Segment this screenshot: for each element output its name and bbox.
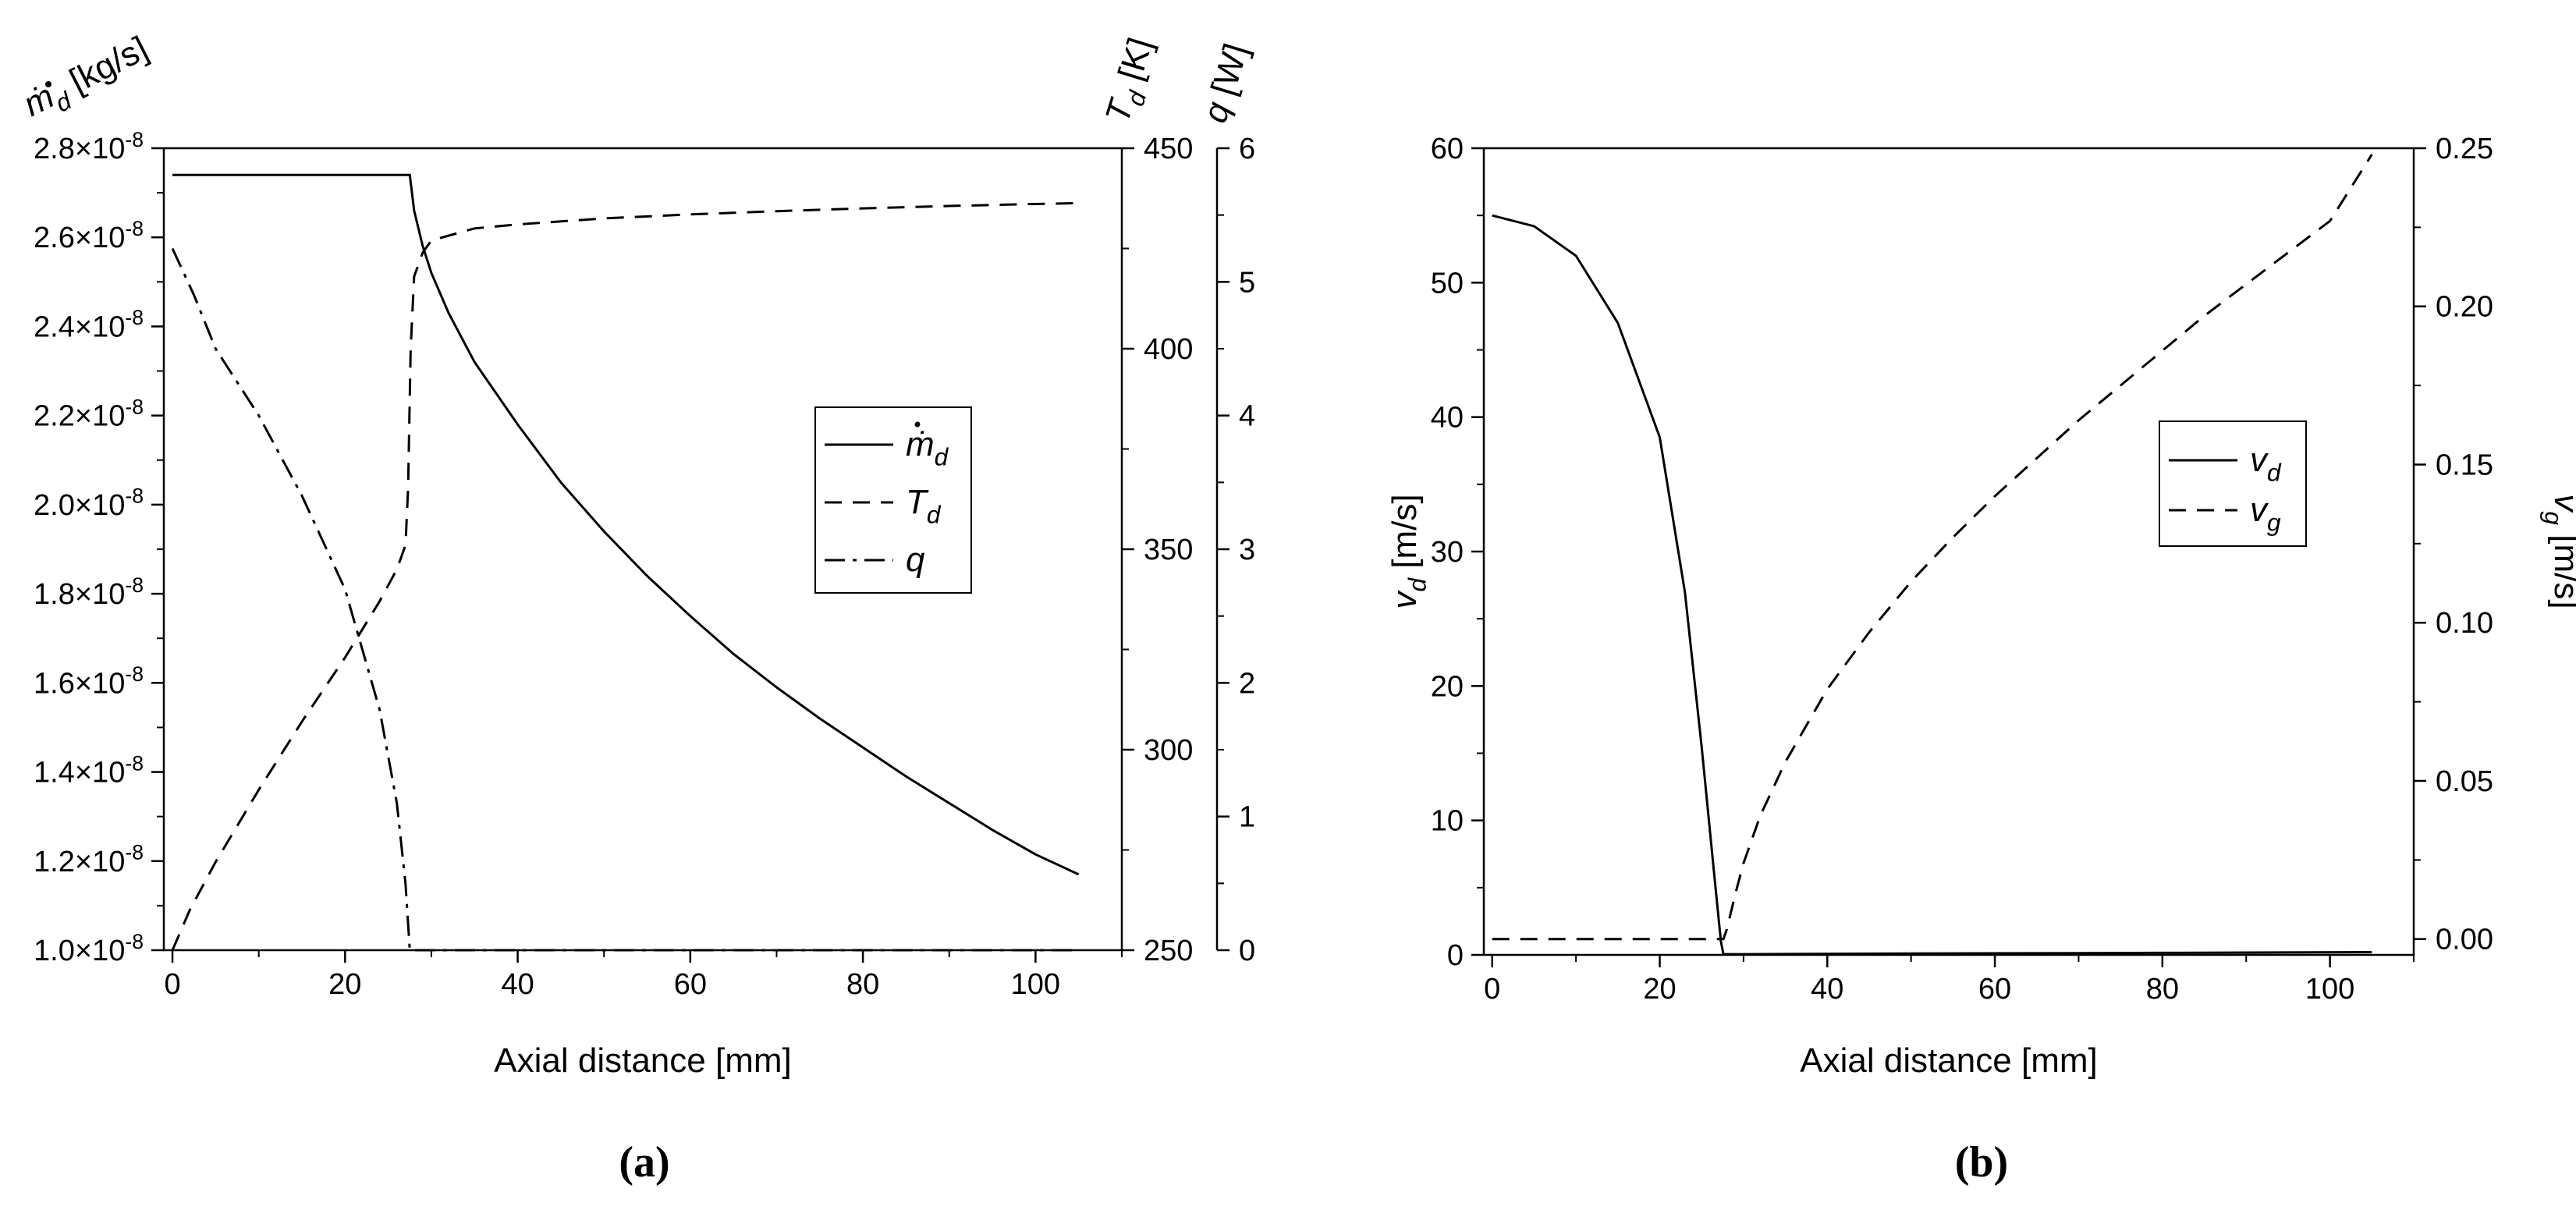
y-right-tick-label: 0.10	[2436, 607, 2493, 640]
panel-label-b: (b)	[1955, 1138, 2008, 1187]
legend: ṁd Td q	[814, 406, 972, 594]
y-left-tick-label: 2.2×10-8	[34, 395, 144, 432]
y-left-tick-label: 0	[1447, 939, 1464, 972]
panel-label-a: (a)	[619, 1138, 669, 1187]
x-tick-label: 80	[846, 968, 879, 1001]
y-right2-axis-label: q [W]	[1196, 39, 1256, 127]
y-right-tick-label: 0.05	[2436, 765, 2493, 798]
x-tick-label: 60	[674, 968, 707, 1001]
x-tick-label: 20	[1643, 973, 1676, 1006]
y-right-tick-label: 0.00	[2436, 924, 2493, 956]
y-right2-tick-label: 0	[1239, 935, 1255, 967]
y-right1-tick-label: 450	[1144, 133, 1193, 165]
y-left-tick-label: 10	[1431, 805, 1464, 838]
series-line-mdot_d	[172, 173, 1080, 876]
series-line-v_g	[1492, 154, 2373, 941]
y-left-tick-label: 30	[1431, 536, 1464, 569]
legend-label: Td	[906, 483, 942, 528]
y-right1-tick-label: 400	[1144, 333, 1193, 366]
y-left-tick-label: 20	[1431, 670, 1464, 703]
x-tick-label: 80	[2146, 973, 2179, 1006]
y-right-tick-label: 0.15	[2436, 449, 2493, 481]
x-tick-label: 40	[501, 968, 534, 1001]
y-left-axis-label: vd [m/s]	[1386, 494, 1431, 608]
y-left-axis-label: ṁd [kg/s]	[17, 29, 157, 130]
y-right2-tick-label: 5	[1239, 266, 1255, 299]
y-left-tick-label: 1.8×10-8	[34, 573, 144, 611]
x-tick-label: 20	[328, 968, 361, 1001]
y-right1-tick-label: 250	[1144, 935, 1193, 967]
y-left-tick-label: 1.0×10-8	[34, 930, 144, 967]
legend-dot	[914, 421, 921, 428]
y-right2-tick-label: 6	[1239, 133, 1255, 165]
y-right1-axis-label: Td [K]	[1098, 34, 1167, 130]
y-left-tick-label: 50	[1431, 267, 1464, 300]
legend-box	[814, 406, 972, 594]
legend-label: vd	[2250, 441, 2282, 486]
y-left-tick-label: 2.0×10-8	[34, 484, 144, 522]
legend: vd vg	[2159, 420, 2307, 547]
y-right1-tick-label: 350	[1144, 534, 1193, 566]
x-tick-label: 60	[1978, 973, 2011, 1006]
y-right2-tick-label: 3	[1239, 534, 1255, 566]
y-right2-tick-label: 2	[1239, 667, 1255, 700]
legend-box	[2159, 420, 2307, 547]
x-tick-label: 0	[164, 968, 180, 1001]
plot-frame	[162, 147, 1123, 952]
y-right-tick-label: 0.20	[2436, 291, 2493, 324]
x-axis-label: Axial distance [mm]	[494, 1041, 791, 1080]
series-line-v_d	[1492, 214, 2372, 956]
x-tick-label: 40	[1811, 973, 1843, 1006]
y-right2-tick-label: 1	[1239, 801, 1255, 834]
legend-label: ṁd	[906, 425, 949, 470]
y-right1-tick-label: 300	[1144, 734, 1193, 767]
y-left-tick-label: 1.2×10-8	[34, 841, 144, 878]
y-right-axis-label: vg [m/s]	[2540, 494, 2576, 608]
y-right-tick-label: 0.25	[2436, 133, 2493, 165]
chart-panel-b: 0 20 40 60 80 100 Axial distance [mm] 0 10 20 30 40…	[1386, 133, 2576, 1187]
y-left-tick-label: 40	[1431, 402, 1464, 435]
legend-label: q	[906, 541, 925, 579]
y-right2-tick-label: 4	[1239, 400, 1255, 433]
plot-frame	[1482, 147, 2415, 956]
y-left-tick-label: 1.6×10-8	[34, 662, 144, 700]
x-tick-label: 0	[1484, 973, 1500, 1006]
series-line-T_d	[171, 201, 1079, 951]
x-axis-label: Axial distance [mm]	[1800, 1041, 2097, 1080]
mdot-dot-symbol	[45, 81, 51, 87]
legend-label: vg	[2250, 491, 2281, 536]
series-line-q	[171, 247, 1079, 952]
y-left-tick-label: 2.4×10-8	[34, 306, 144, 343]
x-tick-label: 100	[1011, 968, 1060, 1001]
y-left-tick-label: 1.4×10-8	[34, 751, 144, 789]
y-left-tick-label: 2.8×10-8	[34, 128, 144, 165]
x-tick-label: 100	[2305, 973, 2354, 1006]
y-left-tick-label: 60	[1431, 133, 1464, 165]
y-left-tick-label: 2.6×10-8	[34, 217, 144, 254]
